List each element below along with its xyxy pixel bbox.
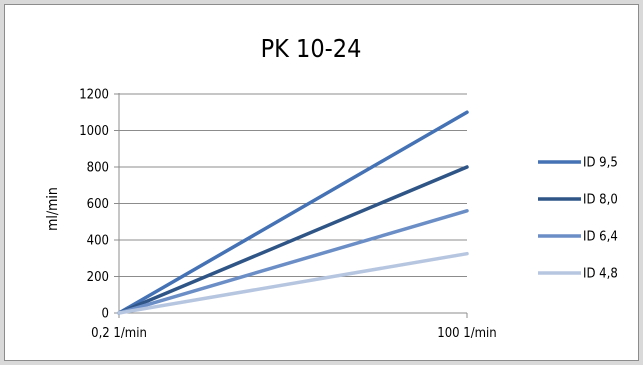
series-line-0 <box>117 110 469 315</box>
chart-area: PK 10-24 ml/min 0 200 400 600 800 1000 1200 0,… <box>4 4 639 361</box>
series-line-3 <box>117 251 469 315</box>
y-tick-label-6: 1200 <box>79 88 109 103</box>
y-tick-label-2: 400 <box>87 234 109 249</box>
x-tick-label-0: 0,2 1/min <box>91 326 147 341</box>
legend-label-3: ID 4,8 <box>583 267 618 282</box>
y-tick-label-0: 0 <box>102 307 109 322</box>
y-tick-label-5: 1000 <box>79 124 109 139</box>
y-axis-title: ml/min <box>45 187 61 231</box>
y-tick-labels: 0 200 400 600 800 1000 1200 <box>79 88 109 322</box>
chart-svg: PK 10-24 ml/min 0 200 400 600 800 1000 1200 0,… <box>45 34 618 341</box>
gridlines <box>119 93 467 277</box>
y-tick-label-1: 200 <box>87 270 109 285</box>
axes <box>114 93 468 318</box>
legend-label-1: ID 8,0 <box>583 193 618 208</box>
legend: ID 9,5 ID 8,0 ID 6,4 ID 4,8 <box>538 156 618 282</box>
x-tick-label-1: 100 1/min <box>437 326 496 341</box>
series-lines <box>117 110 469 315</box>
legend-label-2: ID 6,4 <box>583 230 618 245</box>
y-tick-label-3: 600 <box>87 197 109 212</box>
series-line-1 <box>117 165 469 315</box>
series-line-2 <box>117 209 469 315</box>
y-tick-label-4: 800 <box>87 161 109 176</box>
chart-title: PK 10-24 <box>261 34 362 63</box>
legend-label-0: ID 9,5 <box>583 156 618 171</box>
x-tick-labels: 0,2 1/min 100 1/min <box>91 326 497 341</box>
